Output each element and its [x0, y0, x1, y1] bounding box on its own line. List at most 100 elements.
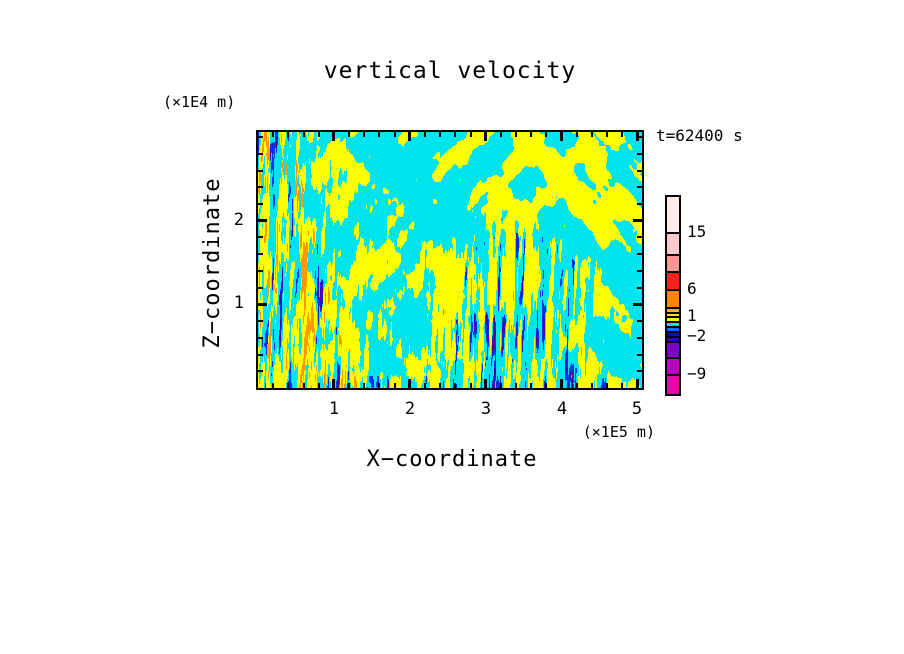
x-minor-tick: [424, 132, 426, 137]
colorbar-segment: [667, 271, 679, 289]
x-minor-tick: [530, 132, 533, 137]
colorbar-segment: [667, 254, 679, 271]
x-tick-label: 4: [556, 399, 568, 419]
colorbar-segment: [667, 336, 679, 341]
x-minor-tick: [454, 132, 457, 137]
x-minor-tick: [606, 132, 609, 137]
colorbar-segment: [667, 374, 679, 394]
x-minor-tick: [575, 383, 578, 388]
colorbar-tick-label: −9: [687, 364, 707, 383]
y-minor-tick: [258, 186, 263, 189]
colorbar-segment: [667, 312, 679, 316]
x-major-tick: [484, 132, 488, 141]
x-minor-tick: [590, 132, 593, 137]
x-minor-tick: [393, 383, 396, 388]
x-minor-tick: [530, 383, 533, 388]
x-minor-tick: [287, 383, 290, 388]
colorbar: [665, 195, 681, 396]
x-axis-title: X−coordinate: [366, 447, 538, 472]
colorbar-tick-label: −2: [687, 326, 707, 345]
velocity-field-canvas: [258, 132, 642, 388]
colorbar-segment: [667, 289, 679, 307]
x-tick-label: 3: [480, 399, 492, 419]
y-minor-tick: [637, 236, 642, 239]
x-minor-tick: [378, 383, 381, 388]
x-tick-label: 1: [328, 399, 340, 419]
colorbar-segment: [667, 316, 679, 321]
colorbar-segment: [667, 357, 679, 374]
x-minor-tick: [302, 383, 305, 388]
colorbar-segment: [667, 331, 679, 336]
x-minor-tick: [454, 383, 457, 388]
y-tick-label: 2: [233, 210, 244, 230]
x-minor-tick: [378, 132, 381, 137]
colorbar-segment: [667, 326, 679, 331]
colorbar-segment: [667, 197, 679, 232]
y-minor-tick: [637, 169, 642, 172]
x-major-tick: [484, 379, 488, 388]
y-minor-tick: [637, 186, 642, 189]
y-minor-tick: [637, 320, 642, 323]
y-minor-tick: [258, 202, 263, 205]
x-minor-tick: [393, 132, 396, 137]
x-major-tick: [408, 379, 412, 388]
colorbar-segment: [667, 232, 679, 254]
x-minor-tick: [575, 132, 578, 137]
y-tick-label: 1: [233, 293, 244, 313]
y-major-tick: [633, 219, 642, 223]
y-minor-tick: [637, 136, 642, 138]
x-major-tick: [560, 132, 564, 141]
x-major-tick: [560, 379, 564, 388]
x-minor-tick: [348, 383, 351, 388]
x-minor-tick: [545, 383, 548, 388]
x-tick-label: 5: [631, 399, 643, 419]
y-minor-tick: [637, 370, 642, 373]
y-minor-tick: [258, 269, 263, 272]
x-major-tick: [635, 379, 639, 388]
y-minor-tick: [258, 169, 263, 172]
x-minor-tick: [545, 132, 548, 137]
y-minor-tick: [637, 336, 642, 339]
y-minor-tick: [258, 253, 263, 256]
y-minor-tick: [258, 286, 263, 289]
x-minor-tick: [272, 132, 275, 137]
x-axis-unit-label: (×1E5 m): [582, 423, 655, 441]
x-major-tick: [332, 379, 336, 388]
x-minor-tick: [515, 132, 517, 137]
y-minor-tick: [258, 236, 263, 239]
x-minor-tick: [439, 132, 442, 137]
y-minor-tick: [637, 286, 642, 289]
colorbar-segment: [667, 307, 679, 312]
x-minor-tick: [348, 132, 351, 137]
x-minor-tick: [621, 132, 624, 137]
colorbar-tick-label: 6: [687, 279, 697, 298]
y-minor-tick: [637, 152, 642, 155]
x-minor-tick: [317, 383, 320, 388]
y-axis-unit-label: (×1E4 m): [163, 93, 236, 111]
plot-title: vertical velocity: [323, 58, 577, 84]
y-axis-title: Z−coordinate: [200, 177, 225, 349]
y-minor-tick: [258, 370, 263, 373]
y-minor-tick: [637, 253, 642, 256]
y-major-tick: [258, 219, 267, 223]
colorbar-tick-label: 1: [687, 306, 697, 325]
x-minor-tick: [287, 132, 290, 137]
y-major-tick: [258, 302, 267, 306]
time-annotation: t=62400 s: [656, 126, 743, 145]
x-minor-tick: [515, 383, 517, 388]
x-minor-tick: [363, 132, 366, 137]
y-minor-tick: [637, 202, 642, 205]
x-major-tick: [332, 132, 336, 141]
colorbar-tick-label: 15: [687, 222, 707, 241]
x-minor-tick: [272, 383, 275, 388]
x-minor-tick: [499, 132, 502, 137]
x-minor-tick: [499, 383, 502, 388]
y-minor-tick: [258, 136, 263, 138]
x-minor-tick: [590, 383, 593, 388]
x-minor-tick: [317, 132, 320, 137]
x-minor-tick: [469, 132, 472, 137]
x-minor-tick: [469, 383, 472, 388]
y-minor-tick: [258, 320, 263, 323]
x-minor-tick: [363, 383, 366, 388]
